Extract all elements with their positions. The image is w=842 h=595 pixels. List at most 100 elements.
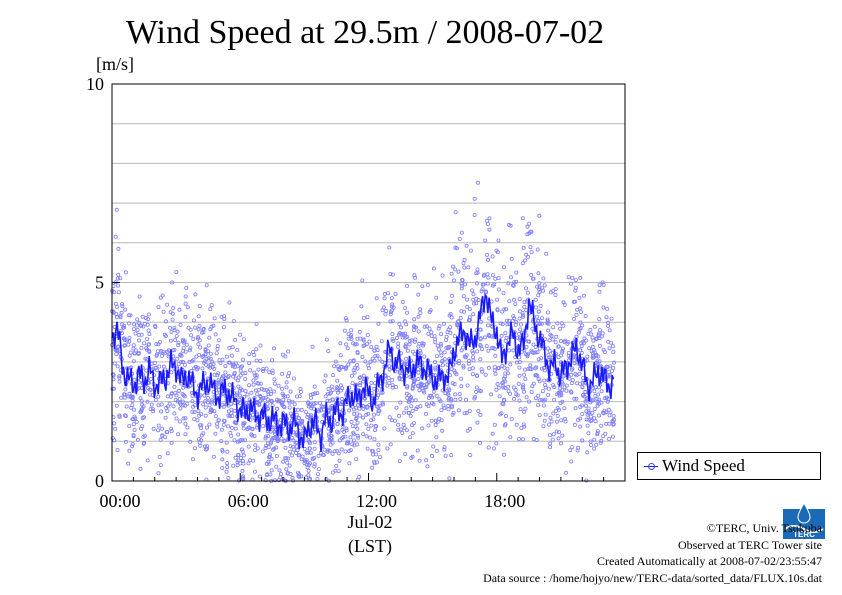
sample-point bbox=[147, 392, 152, 397]
y-axis-label: [m/s] bbox=[96, 54, 134, 74]
sample-point bbox=[115, 276, 120, 281]
sample-point bbox=[156, 394, 161, 399]
sample-point bbox=[171, 305, 176, 310]
sample-point bbox=[343, 365, 348, 370]
sample-point bbox=[271, 389, 276, 394]
sample-point bbox=[116, 290, 121, 295]
sample-point bbox=[522, 389, 527, 394]
sample-point bbox=[374, 296, 379, 301]
sample-point bbox=[146, 328, 151, 333]
sample-point bbox=[180, 338, 185, 343]
sample-point bbox=[358, 375, 363, 380]
sample-point bbox=[178, 322, 183, 327]
sample-point bbox=[503, 422, 508, 427]
sample-point bbox=[188, 439, 193, 444]
sample-point bbox=[181, 345, 186, 350]
sample-point bbox=[165, 302, 170, 307]
sample-point bbox=[368, 435, 373, 440]
sample-point bbox=[284, 385, 289, 390]
sample-point bbox=[127, 339, 132, 344]
sample-point bbox=[167, 325, 172, 330]
credit-created: Created Automatically at 2008-07-02/23:5… bbox=[597, 554, 822, 568]
sample-point bbox=[570, 445, 575, 450]
sample-point bbox=[373, 423, 378, 428]
sample-point bbox=[220, 447, 225, 452]
sample-point bbox=[183, 294, 188, 299]
sample-point bbox=[483, 289, 488, 294]
sample-point bbox=[282, 405, 287, 410]
sample-point bbox=[501, 452, 506, 457]
sample-point bbox=[310, 456, 315, 461]
sample-point bbox=[611, 349, 616, 354]
sample-point bbox=[200, 366, 205, 371]
sample-point bbox=[462, 257, 467, 262]
sample-point bbox=[533, 344, 538, 349]
sample-point bbox=[517, 373, 522, 378]
sample-point bbox=[351, 359, 356, 364]
sample-point bbox=[570, 275, 575, 280]
sample-point bbox=[131, 422, 136, 427]
sample-point bbox=[519, 425, 524, 430]
sample-point bbox=[376, 448, 381, 453]
sample-point bbox=[144, 346, 149, 351]
sample-point bbox=[414, 406, 419, 411]
sample-point bbox=[457, 359, 462, 364]
sample-point bbox=[116, 246, 121, 251]
sample-point bbox=[287, 371, 292, 376]
sample-point bbox=[306, 468, 311, 473]
sample-point bbox=[478, 440, 483, 445]
sample-point bbox=[461, 294, 466, 299]
sample-point bbox=[569, 367, 574, 372]
sample-point bbox=[223, 370, 228, 375]
sample-point bbox=[242, 438, 247, 443]
sample-point bbox=[119, 395, 124, 400]
sample-point bbox=[240, 468, 245, 473]
sample-point bbox=[338, 402, 343, 407]
sample-point bbox=[127, 321, 132, 326]
sample-point bbox=[159, 402, 164, 407]
sample-point bbox=[113, 234, 118, 239]
sample-point bbox=[274, 464, 279, 469]
sample-point bbox=[426, 331, 431, 336]
sample-point bbox=[455, 321, 460, 326]
sample-point bbox=[416, 329, 421, 334]
sample-point bbox=[474, 373, 479, 378]
sample-point bbox=[491, 345, 496, 350]
sample-point bbox=[553, 287, 558, 292]
sample-point bbox=[146, 312, 151, 317]
sample-point bbox=[205, 400, 210, 405]
sample-point bbox=[594, 336, 599, 341]
sample-point bbox=[440, 363, 445, 368]
sample-point bbox=[322, 379, 327, 384]
sample-point bbox=[474, 385, 479, 390]
sample-point bbox=[177, 419, 182, 424]
sample-point bbox=[425, 464, 430, 469]
sample-point bbox=[194, 354, 199, 359]
sample-point bbox=[501, 385, 506, 390]
sample-point bbox=[542, 378, 547, 383]
sample-point bbox=[317, 401, 322, 406]
sample-point bbox=[380, 400, 385, 405]
y-tick-label: 5 bbox=[95, 273, 104, 293]
sample-point bbox=[398, 325, 403, 330]
sample-point bbox=[349, 419, 354, 424]
sample-point bbox=[299, 457, 304, 462]
sample-point bbox=[298, 389, 303, 394]
sample-point bbox=[291, 376, 296, 381]
sample-point bbox=[585, 423, 590, 428]
sample-point bbox=[459, 309, 464, 314]
sample-point bbox=[492, 365, 497, 370]
sample-point bbox=[526, 366, 531, 371]
sample-point bbox=[327, 448, 332, 453]
sample-point bbox=[305, 414, 310, 419]
sample-point bbox=[161, 309, 166, 314]
sample-point bbox=[531, 342, 536, 347]
sample-point bbox=[536, 309, 541, 314]
sample-point bbox=[524, 252, 529, 257]
sample-point bbox=[517, 316, 522, 321]
sample-point bbox=[225, 461, 230, 466]
sample-point bbox=[482, 272, 487, 277]
sample-point bbox=[401, 422, 406, 427]
sample-point bbox=[382, 296, 387, 301]
sample-point bbox=[454, 372, 459, 377]
